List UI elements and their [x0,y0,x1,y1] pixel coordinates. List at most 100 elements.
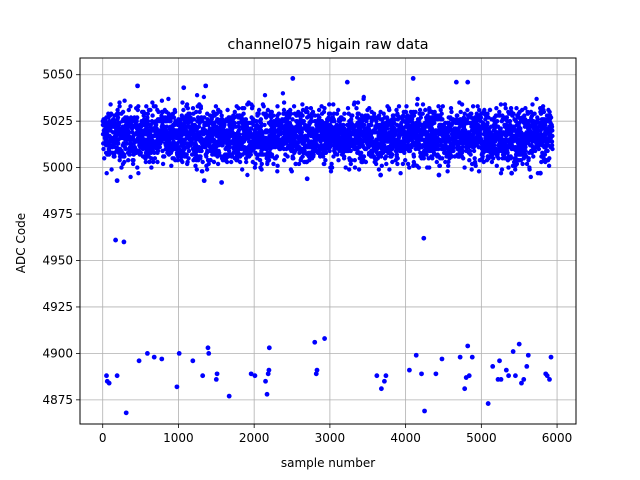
data-point [106,380,112,386]
data-point [462,386,468,392]
data-point [421,235,427,241]
data-point [114,373,120,379]
data-point [206,351,212,356]
data-point [264,391,270,397]
y-tick-label: 5025 [42,114,73,128]
y-tick-label: 4900 [42,346,73,360]
data-point [506,373,512,379]
data-band [100,91,555,180]
y-tick-label: 4925 [42,300,73,314]
data-point [313,371,319,377]
y-axis-label: ADC Code [14,213,28,273]
data-point [265,371,271,377]
data-point [538,170,543,176]
data-point [159,356,165,362]
data-point [176,351,182,356]
x-tick-label: 0 [99,431,107,445]
data-point [181,85,187,91]
data-point [322,336,327,341]
data-point [497,358,502,364]
data-point [104,373,109,379]
data-band-points [100,91,555,180]
data-point [378,172,384,178]
data-points [104,76,554,416]
data-point [469,354,475,360]
data-point [136,358,142,364]
data-point [263,378,268,384]
data-point [453,79,459,85]
data-point [510,349,516,354]
data-point [248,371,254,377]
x-tick-label: 4000 [390,431,421,445]
data-point [410,76,416,81]
data-point [174,384,180,390]
data-point [344,79,350,85]
data-point [226,393,232,399]
data-point [407,367,412,373]
data-point [123,410,129,416]
y-axis-ticks: 4875 4900 4925 4950 4975 5000 5025 5050 [42,68,80,407]
data-point [413,352,419,358]
data-point [266,367,272,373]
data-point [490,364,496,369]
x-tick-label: 1000 [163,431,194,445]
data-point [547,377,552,382]
data-point [214,371,220,377]
x-tick-label: 5000 [466,431,497,445]
y-tick-label: 4875 [42,393,73,407]
y-tick-label: 4975 [42,207,73,221]
data-point [544,373,550,379]
data-point [524,364,530,369]
y-tick-label: 4950 [42,254,73,268]
data-point [383,373,389,379]
data-point [436,172,442,178]
data-point [314,367,320,373]
data-point [439,356,445,362]
chart-title: channel075 higain raw data [227,37,428,53]
x-axis-ticks: 0 1000 2000 3000 4000 5000 6000 [99,424,572,445]
data-point [201,178,207,184]
data-point [503,367,509,373]
x-axis-label: sample number [281,456,375,470]
data-point [213,377,219,382]
data-point [465,79,471,85]
data-point [525,352,531,358]
data-point [190,358,196,364]
y-tick-label: 5000 [42,161,73,175]
x-tick-label: 3000 [315,431,346,445]
data-point [548,354,554,360]
data-point [509,170,515,176]
data-point [266,345,272,351]
data-point [521,377,527,382]
data-point [121,239,127,245]
data-point [465,343,471,349]
data-point [304,176,310,182]
data-point [457,354,463,360]
data-point [433,371,439,377]
data-point [151,354,157,360]
data-point [519,380,524,386]
x-tick-label: 2000 [239,431,270,445]
data-point [113,237,118,243]
data-point [200,373,206,379]
data-point [205,345,211,351]
data-point [252,373,258,379]
data-point [114,178,120,184]
data-point [513,373,518,379]
x-tick-label: 6000 [542,431,573,445]
plot-frame [79,57,577,425]
data-point [382,378,387,384]
y-tick-label: 5050 [42,68,73,82]
data-point [485,401,491,406]
data-point [144,351,150,356]
data-point [422,408,427,414]
data-point [498,377,504,382]
data-point [135,83,140,89]
data-point [516,341,522,347]
data-point [419,371,424,377]
data-point [290,76,296,81]
data-point [219,180,225,185]
data-point [378,386,384,392]
